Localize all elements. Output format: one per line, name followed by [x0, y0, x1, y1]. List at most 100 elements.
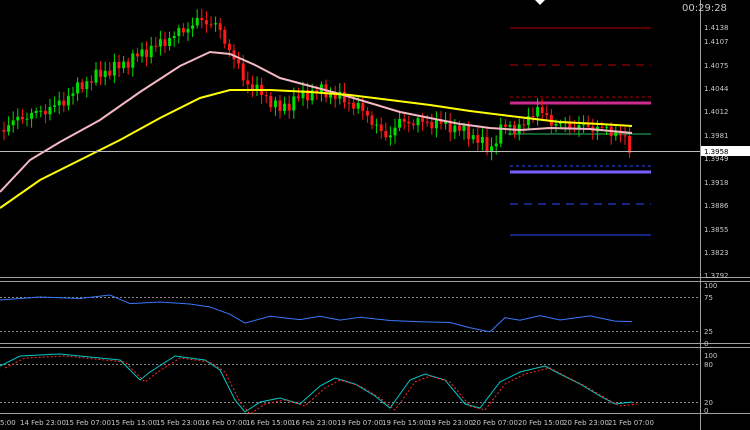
stochastic-main-line: [0, 353, 633, 413]
candle-body: [407, 121, 411, 124]
candle-body: [43, 110, 47, 115]
candle-body: [375, 124, 379, 126]
candle-body: [490, 146, 494, 153]
candle-body: [62, 100, 66, 106]
server-clock: 00:29:28: [682, 3, 727, 14]
candle-body: [103, 70, 107, 77]
candle-body: [333, 93, 337, 99]
candle-body: [540, 107, 544, 113]
current-price-value: 1.3958: [704, 148, 729, 156]
candle-body: [145, 49, 149, 58]
candle-body: [269, 96, 273, 108]
price-tick: 1.4138: [704, 24, 729, 32]
candle-body: [94, 69, 98, 83]
candle-body: [154, 45, 158, 47]
price-tick: 1.3918: [704, 179, 729, 187]
candle-body: [2, 130, 6, 132]
candle-body: [545, 112, 549, 116]
candle-body: [416, 118, 420, 126]
candle-body: [71, 93, 75, 96]
candle-body: [126, 61, 130, 68]
candle-body: [421, 118, 425, 122]
candle-body: [393, 127, 397, 136]
candle-body: [467, 125, 471, 140]
candle-body: [11, 120, 15, 126]
candle-body: [89, 81, 93, 83]
stochastic-signal-line: [4, 355, 638, 415]
candle-body: [292, 96, 296, 111]
candle-body: [384, 131, 388, 138]
triangle-down-icon: [535, 0, 545, 5]
time-tick: 5:00: [0, 419, 16, 427]
candle-body: [66, 95, 70, 106]
candle-body: [503, 124, 507, 127]
candle-body: [329, 93, 333, 98]
candle-body: [181, 28, 185, 33]
candle-body: [352, 102, 356, 109]
candle-body: [191, 25, 195, 29]
candle-body: [402, 119, 406, 122]
time-tick: 21 Feb 07:00: [608, 419, 654, 427]
candle-body: [237, 59, 241, 64]
candle-body: [628, 136, 632, 153]
candle-body: [177, 28, 181, 36]
candle-body: [306, 90, 310, 101]
price-tick: 1.4012: [704, 108, 729, 116]
candle-body: [135, 53, 139, 57]
candle-body: [149, 45, 153, 58]
candle-body: [338, 91, 342, 99]
candle-body: [223, 29, 227, 44]
candle-body: [200, 17, 204, 21]
candle-body: [122, 61, 126, 69]
time-tick: 19 Feb 23:00: [427, 419, 473, 427]
price-levels: [508, 27, 651, 236]
candle-body: [453, 125, 457, 133]
rsi-line: [0, 294, 633, 333]
candle-body: [218, 23, 222, 30]
moving-average-slow: [0, 89, 633, 209]
candle-body: [526, 116, 530, 126]
candle-body: [499, 124, 503, 144]
price-tick: 1.4044: [704, 85, 729, 93]
candle-body: [462, 125, 466, 131]
stoch-level: 20: [704, 399, 713, 407]
candle-body: [398, 119, 402, 128]
candle-body: [457, 125, 461, 131]
time-tick: 19 Feb 07:00: [337, 419, 383, 427]
rsi-level: 100: [704, 282, 717, 290]
candle-body: [425, 121, 429, 123]
candle-body: [430, 121, 434, 129]
candle-body: [439, 120, 443, 124]
candle-body: [411, 123, 415, 126]
candle-body: [517, 124, 521, 134]
time-tick: 20 Feb 23:00: [563, 419, 609, 427]
candle-body: [227, 43, 231, 51]
candle-body: [554, 123, 558, 126]
time-tick: 15 Feb 07:00: [65, 419, 111, 427]
candle-body: [131, 53, 135, 68]
candle-body: [195, 17, 199, 26]
candle-body: [577, 124, 581, 129]
rsi-level: 75: [704, 294, 713, 302]
candle-body: [522, 124, 526, 126]
candle-body: [168, 38, 172, 47]
candle-body: [34, 111, 38, 113]
candle-body: [296, 96, 300, 99]
time-tick: 15 Feb 15:00: [111, 419, 157, 427]
candle-body: [112, 61, 116, 76]
candle-body: [287, 103, 291, 111]
candle-body: [379, 124, 383, 132]
candle-body: [99, 69, 103, 77]
price-tick: 1.3855: [704, 226, 729, 234]
candle-body: [614, 132, 618, 137]
candle-body: [531, 116, 535, 118]
price-tick: 1.4107: [704, 38, 729, 46]
candle-body: [241, 63, 245, 81]
moving-average-fast: [0, 50, 633, 193]
candle-body: [448, 120, 452, 133]
price-tick: 1.3949: [704, 155, 729, 163]
candle-body: [434, 120, 438, 129]
candle-body: [246, 80, 250, 85]
